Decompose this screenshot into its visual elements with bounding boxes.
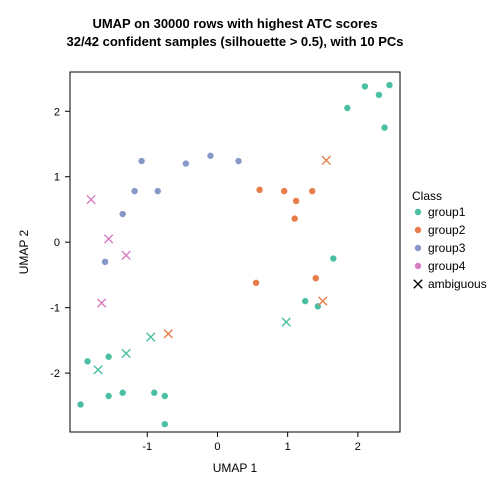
point-dot-marker <box>105 354 111 360</box>
point-x-marker <box>319 297 327 305</box>
point-x-marker <box>97 299 105 307</box>
x-tick-label: 0 <box>214 441 220 453</box>
point-x-marker <box>122 349 130 357</box>
legend-item-label: group3 <box>428 241 466 255</box>
point-dot-marker <box>362 83 368 89</box>
y-tick-label: 2 <box>54 106 60 118</box>
legend-swatch <box>415 227 421 233</box>
point-dot-marker <box>162 421 168 427</box>
point-dot-marker <box>155 188 161 194</box>
point-dot-marker <box>119 390 125 396</box>
y-tick-label: -1 <box>50 303 60 315</box>
legend-item-label: group2 <box>428 223 466 237</box>
point-dot-marker <box>105 393 111 399</box>
plot-panel <box>70 72 400 432</box>
point-dot-marker <box>162 393 168 399</box>
point-dot-marker <box>119 211 125 217</box>
legend-swatch <box>415 245 421 251</box>
point-dot-marker <box>253 280 259 286</box>
point-x-marker <box>104 235 112 243</box>
x-axis-label: UMAP 1 <box>213 461 258 475</box>
point-dot-marker <box>302 298 308 304</box>
legend-item-label: group1 <box>428 205 466 219</box>
point-dot-marker <box>386 82 392 88</box>
x-tick-label: 2 <box>355 441 361 453</box>
y-tick-label: 1 <box>54 172 60 184</box>
point-dot-marker <box>151 390 157 396</box>
point-dot-marker <box>313 275 319 281</box>
point-x-marker <box>122 251 130 259</box>
point-dot-marker <box>309 188 315 194</box>
chart-title-line1: UMAP on 30000 rows with highest ATC scor… <box>92 16 377 31</box>
point-x-marker <box>322 156 330 164</box>
point-dot-marker <box>77 401 83 407</box>
chart-container: UMAP on 30000 rows with highest ATC scor… <box>0 0 504 504</box>
point-dot-marker <box>131 188 137 194</box>
point-dot-marker <box>235 158 241 164</box>
point-dot-marker <box>376 92 382 98</box>
y-tick-label: -2 <box>50 368 60 380</box>
legend-swatch <box>415 263 421 269</box>
point-dot-marker <box>293 198 299 204</box>
point-dot-marker <box>102 259 108 265</box>
point-x-marker <box>87 195 95 203</box>
scatter-plot: UMAP on 30000 rows with highest ATC scor… <box>0 0 504 504</box>
point-dot-marker <box>381 124 387 130</box>
x-tick-label: -1 <box>142 441 152 453</box>
y-tick-label: 0 <box>54 237 60 249</box>
point-dot-marker <box>84 358 90 364</box>
point-dot-marker <box>207 153 213 159</box>
point-x-marker <box>147 333 155 341</box>
point-x-marker <box>94 366 102 374</box>
point-dot-marker <box>344 105 350 111</box>
chart-title-line2: 32/42 confident samples (silhouette > 0.… <box>66 34 403 49</box>
point-x-marker <box>164 330 172 338</box>
legend-item-label: ambiguous <box>428 277 487 291</box>
point-dot-marker <box>183 160 189 166</box>
point-x-marker <box>414 280 422 288</box>
point-dot-marker <box>291 215 297 221</box>
x-tick-label: 1 <box>285 441 291 453</box>
point-x-marker <box>282 318 290 326</box>
y-axis-label: UMAP 2 <box>17 229 31 274</box>
legend-swatch <box>415 209 421 215</box>
point-dot-marker <box>281 188 287 194</box>
point-dot-marker <box>256 187 262 193</box>
legend-item-label: group4 <box>428 259 466 273</box>
point-dot-marker <box>138 158 144 164</box>
point-dot-marker <box>330 255 336 261</box>
legend-title: Class <box>412 189 442 203</box>
